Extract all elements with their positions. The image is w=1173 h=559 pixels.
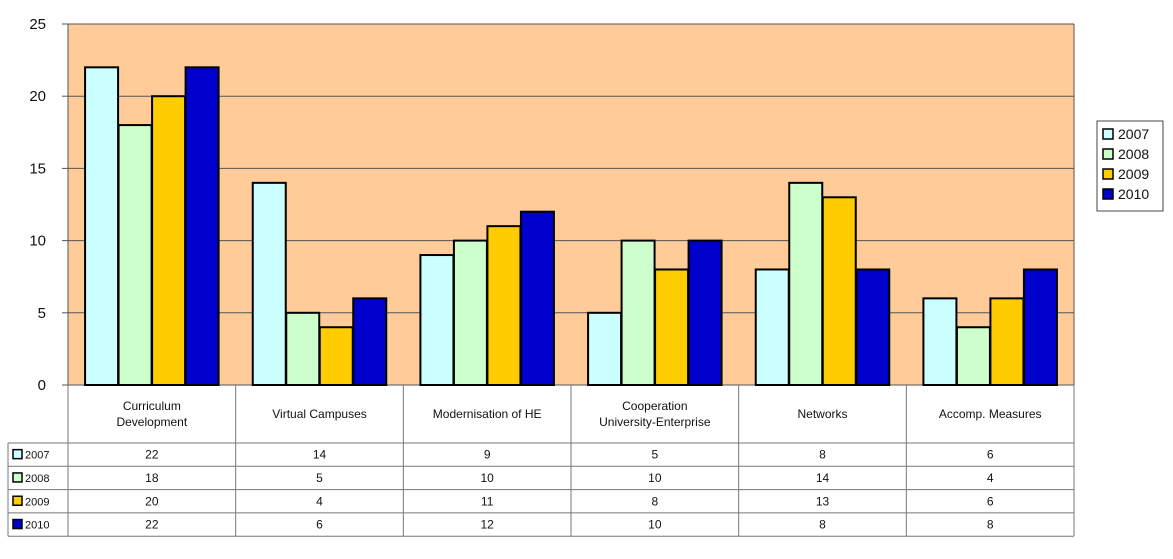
table-cell-value: 20 [145,494,159,508]
category-label: Accomp. Measures [939,407,1042,421]
bar-2009-3 [654,268,690,387]
legend-swatch-2010 [1102,188,1114,200]
bar-2010-3 [687,239,723,386]
table-cell-value: 13 [816,494,830,508]
legend-label: 2009 [1118,166,1149,182]
y-tick-label: 15 [29,160,46,177]
bar-2010-0 [184,66,220,386]
bar-2009-5 [989,297,1025,386]
table-cell-value: 10 [648,518,662,532]
table-cell-value: 6 [987,494,994,508]
y-tick-label: 5 [38,305,46,322]
table-cell-value: 8 [819,448,826,462]
category-label: Cooperation [622,399,687,413]
bar-2008-2 [452,239,488,386]
table-cell-value: 10 [648,471,662,485]
bar-2009-4 [821,196,857,386]
category-label: University-Enterprise [599,415,711,429]
table-row-key-2009 [12,495,23,506]
table-cell-value: 4 [987,471,994,485]
y-tick-label: 25 [29,16,46,33]
table-cell-value: 6 [316,518,323,532]
bar-2008-4 [788,181,824,386]
table-cell-value: 9 [484,448,491,462]
table-cell-value: 5 [651,448,658,462]
plot-area [68,24,1074,385]
y-tick-label: 0 [38,377,46,394]
table-cell-value: 8 [819,518,826,532]
table-cell-value: 6 [987,448,994,462]
table-cell-value: 8 [987,518,994,532]
legend-swatch-2009 [1102,168,1114,180]
legend-swatch-2008 [1102,148,1114,160]
table-row-label: 2007 [25,450,49,462]
legend-label: 2010 [1118,186,1149,202]
table-cell-value: 10 [480,471,494,485]
bar-2010-4 [855,268,891,387]
bar-2008-5 [955,326,991,386]
table-cell-value: 8 [651,494,658,508]
bar-2008-3 [620,239,656,386]
table-row-label: 2010 [25,520,49,532]
table-cell-value: 4 [316,494,323,508]
bar-2008-0 [117,124,153,387]
table-cell-value: 11 [481,494,494,508]
bar-2009-2 [486,225,522,386]
bar-2009-1 [318,326,354,386]
bar-2010-1 [352,297,388,386]
bar-2007-0 [84,66,120,386]
y-tick-label: 10 [29,233,46,250]
legend-label: 2008 [1118,146,1149,162]
category-label: Development [116,415,187,429]
table-row-key-2008 [12,472,23,483]
table-cell-value: 5 [316,471,323,485]
table-cell-value: 14 [816,471,830,485]
table-cell-value: 22 [145,448,159,462]
bar-2009-0 [151,95,187,386]
table-row-key-2007 [12,448,23,460]
bar-2008-1 [285,311,321,386]
category-label: Curriculum [123,399,181,413]
bar-2007-4 [754,268,790,387]
legend-swatch-2007 [1102,128,1114,140]
table-row-label: 2008 [25,473,49,485]
category-label: Virtual Campuses [272,407,367,421]
table-cell-value: 18 [145,471,159,485]
table-row-label: 2009 [25,496,49,508]
y-tick-label: 20 [29,88,46,105]
bar-2007-3 [587,311,623,386]
category-label: Networks [797,407,847,421]
category-label: Modernisation of HE [433,407,542,421]
bar-2007-2 [419,254,455,386]
bar-2007-5 [922,297,958,386]
table-cell-value: 14 [313,448,327,462]
bar-2007-1 [251,181,287,386]
legend-label: 2007 [1118,126,1149,142]
bar-2010-2 [519,210,555,386]
table-cell-value: 12 [480,518,494,532]
bar-2010-5 [1022,268,1058,387]
table-row-key-2010 [12,518,23,530]
table-cell-value: 22 [145,518,159,532]
